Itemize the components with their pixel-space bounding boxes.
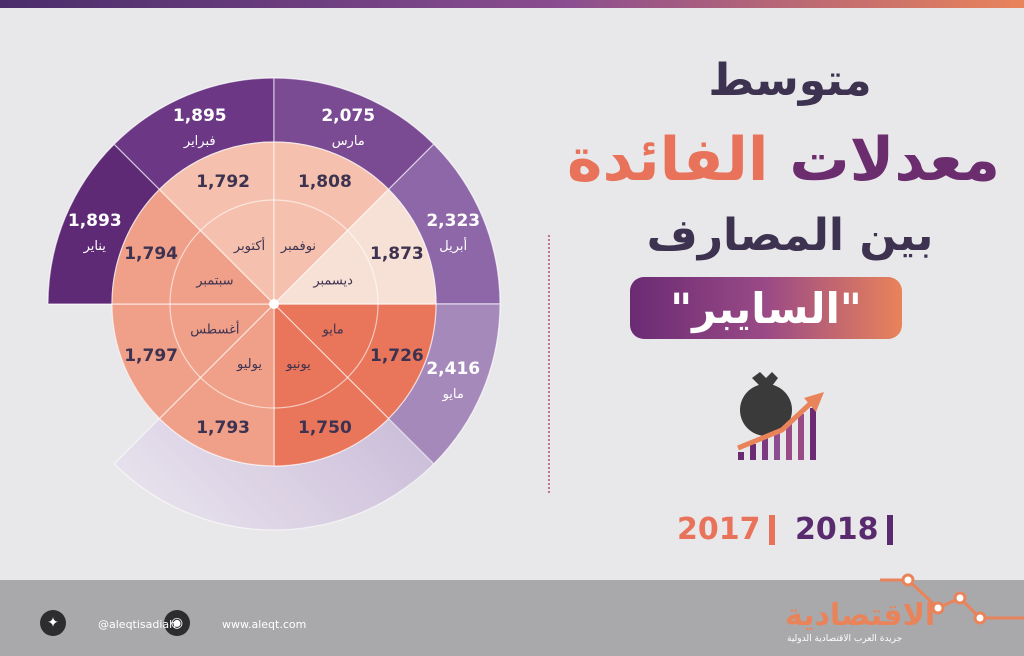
inner-value-نوفمبر: 1,808 [298,172,352,192]
inner-value-ديسمبر: 1,873 [370,244,424,264]
inner-wedge-أغسطس [111,303,276,420]
outer-month-مايو: مايو [442,387,464,402]
legend-2017-label: 2017 [677,512,761,547]
inner-month-ديسمبر: ديسمبر [312,274,353,289]
inner-wedge-مايو [272,303,437,420]
title-line-1: متوسط [708,55,872,106]
inner-month-أكتوبر: أكتوبر [233,237,265,254]
instagram-icon[interactable]: ◉ [164,610,190,636]
inner-ring-divider [169,199,379,409]
outer-month-فبراير: فبراير [183,134,216,149]
inner-value-أكتوبر: 1,792 [196,172,250,192]
outer-month-يناير: يناير [83,239,107,254]
saibor-pill: "السايبر" [630,277,902,339]
top-gradient-strip [0,0,1024,8]
outer-value-فبراير: 1,895 [173,106,227,126]
footer-handle[interactable]: @aleqtisadiah [98,618,177,631]
dotted-divider [548,235,550,493]
outer-value-مارس: 2,075 [321,106,375,126]
footer-site[interactable]: www.aleqt.com [222,618,307,631]
inner-month-نوفمبر: نوفمبر [280,239,316,254]
radial-chart: 1,893 يناير 1,895 فبراير 2,075 مارس 2,323 أبريل… [47,77,501,531]
inner-month-يوليو: يوليو [236,357,262,372]
inner-wedge-أكتوبر [158,141,275,306]
decorative-line-icon [880,573,1024,625]
inner-wedge-سبتمبر [111,188,276,305]
inner-value-أغسطس: 1,797 [124,346,178,366]
title-line-2-part-1: معدلات [789,125,1000,195]
legend-2018: 2018 [795,512,893,547]
inner-month-مايو: مايو [321,322,343,337]
title-line-2-part-2: الفائدة [567,125,769,195]
inner-wedge-يوليو [158,302,275,467]
inner-month-أغسطس: أغسطس [190,320,239,337]
money-bag-growth-icon [737,372,824,460]
inner-wedge-يونيو [273,302,390,467]
logo-text: الاقتصادية [785,598,936,633]
outer-value-يناير: 1,893 [68,211,122,231]
legend-2018-swatch [886,514,893,545]
legend-2018-label: 2018 [795,512,879,547]
inner-value-مايو: 1,726 [370,346,424,366]
logo-subtitle: جريدة العرب الاقتصادية الدولية [787,634,903,644]
inner-wedge-نوفمبر [273,141,390,306]
inner-month-يونيو: يونيو [285,357,311,372]
inner-value-يونيو: 1,750 [298,418,352,438]
title-line-2: معدلات الفائدة [567,125,1000,195]
center-dot [269,299,279,309]
legend-2017: 2017 [677,512,775,547]
outer-value-مايو: 2,416 [426,359,480,379]
inner-value-يوليو: 1,793 [196,418,250,438]
legend-2017-swatch [768,514,775,545]
inner-month-سبتمبر: سبتمبر [195,274,233,289]
inner-value-سبتمبر: 1,794 [124,244,178,264]
outer-value-أبريل: 2,323 [426,211,480,231]
outer-month-مارس: مارس [332,134,365,149]
title-line-3: بين المصارف [646,210,934,261]
inner-wedge-ديسمبر [272,188,437,305]
twitter-icon[interactable]: ✦ [40,610,66,636]
outer-month-أبريل: أبريل [439,237,467,254]
